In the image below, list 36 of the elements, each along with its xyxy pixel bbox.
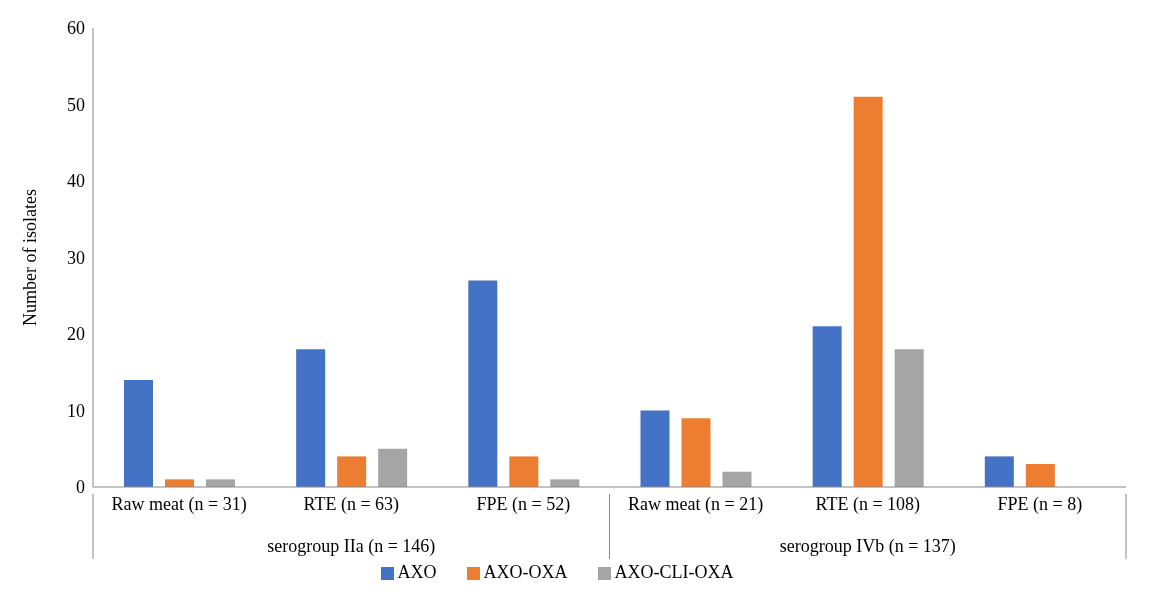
bar	[894, 349, 924, 487]
bar	[681, 418, 711, 487]
x-tick-label: FPE (n = 52)	[476, 493, 571, 515]
legend-label: AXO-OXA	[483, 562, 568, 582]
bar	[640, 410, 670, 487]
bar	[812, 326, 842, 487]
x-tick-label: FPE (n = 8)	[997, 493, 1083, 515]
y-axis-title: Number of isolates	[20, 189, 41, 326]
y-tick-label: 30	[67, 247, 85, 268]
bar	[164, 479, 194, 487]
y-tick-label: 10	[67, 400, 85, 421]
bar	[550, 479, 580, 487]
bar	[205, 479, 235, 487]
legend-label: AXO	[397, 562, 437, 582]
y-tick-label: 40	[67, 171, 85, 192]
bar	[722, 471, 752, 487]
x-tick-label: Raw meat (n = 31)	[111, 493, 247, 515]
y-tick-label: 0	[76, 477, 85, 498]
bar	[853, 96, 883, 487]
x-tick-label: RTE (n = 63)	[303, 493, 400, 515]
legend-label: AXO-CLI-OXA	[614, 562, 734, 582]
bar	[1025, 464, 1055, 487]
bar	[296, 349, 326, 487]
y-tick-label: 50	[67, 94, 85, 115]
y-tick-label: 20	[67, 324, 85, 345]
text: serogroup IVb (n = 137)	[778, 536, 957, 557]
x-tick-label: Raw meat (n = 21)	[628, 493, 764, 515]
text: serogroup IIa (n = 146)	[266, 536, 437, 557]
y-tick-label: 60	[67, 18, 85, 39]
bar	[984, 456, 1014, 487]
bar	[337, 456, 367, 487]
bar	[378, 448, 408, 487]
x-tick-label: RTE (n = 108)	[815, 493, 921, 515]
bar	[468, 280, 498, 487]
bar	[509, 456, 539, 487]
bar	[123, 379, 153, 487]
